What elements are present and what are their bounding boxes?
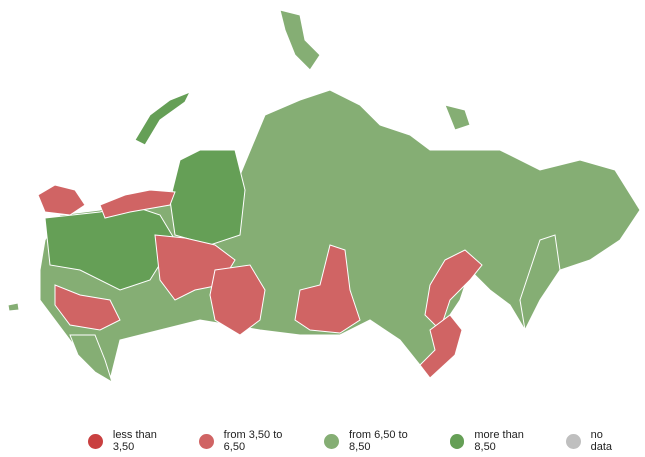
- legend-label: more than 8,50: [474, 429, 524, 453]
- legend-item-6-50-to-8-50[interactable]: from 6,50 to 8,50: [324, 429, 431, 453]
- legend-dot: [324, 433, 340, 449]
- legend-label: no data: [590, 429, 613, 453]
- region-south-west[interactable]: [54, 284, 121, 331]
- legend-dot: [88, 433, 103, 449]
- region-wrangel[interactable]: [444, 104, 471, 131]
- legend-item-no-data[interactable]: no data: [565, 429, 627, 453]
- legend-item-3-50-to-6-50[interactable]: from 3,50 to 6,50: [198, 429, 306, 453]
- legend-item-less-than-3-50[interactable]: less than 3,50: [88, 429, 181, 453]
- region-caucasus[interactable]: [69, 334, 113, 384]
- region-yamal[interactable]: [169, 149, 246, 246]
- legend-dot: [449, 433, 465, 449]
- legend-item-more-than-8-50[interactable]: more than 8,50: [449, 429, 548, 453]
- legend-dot: [565, 433, 581, 449]
- legend-label: from 6,50 to 8,50: [349, 429, 408, 453]
- region-arkhangelsk-north[interactable]: [99, 189, 176, 219]
- region-severnaya-zemlya[interactable]: [279, 9, 321, 71]
- region-primorye[interactable]: [419, 314, 463, 379]
- legend: less than 3,50 from 3,50 to 6,50 from 6,…: [88, 429, 645, 453]
- region-kamchatka[interactable]: [519, 234, 561, 332]
- region-murmansk[interactable]: [37, 184, 86, 216]
- region-khabarovsk[interactable]: [424, 249, 483, 331]
- region-irkutsk[interactable]: [294, 244, 361, 334]
- legend-label: less than 3,50: [112, 429, 157, 453]
- legend-dot: [198, 433, 214, 449]
- region-urals[interactable]: [209, 264, 266, 336]
- legend-label: from 3,50 to 6,50: [223, 429, 283, 453]
- region-kaliningrad[interactable]: [7, 302, 20, 312]
- region-novaya-zemlya[interactable]: [134, 91, 192, 146]
- russia-regions-map: [7, 9, 641, 384]
